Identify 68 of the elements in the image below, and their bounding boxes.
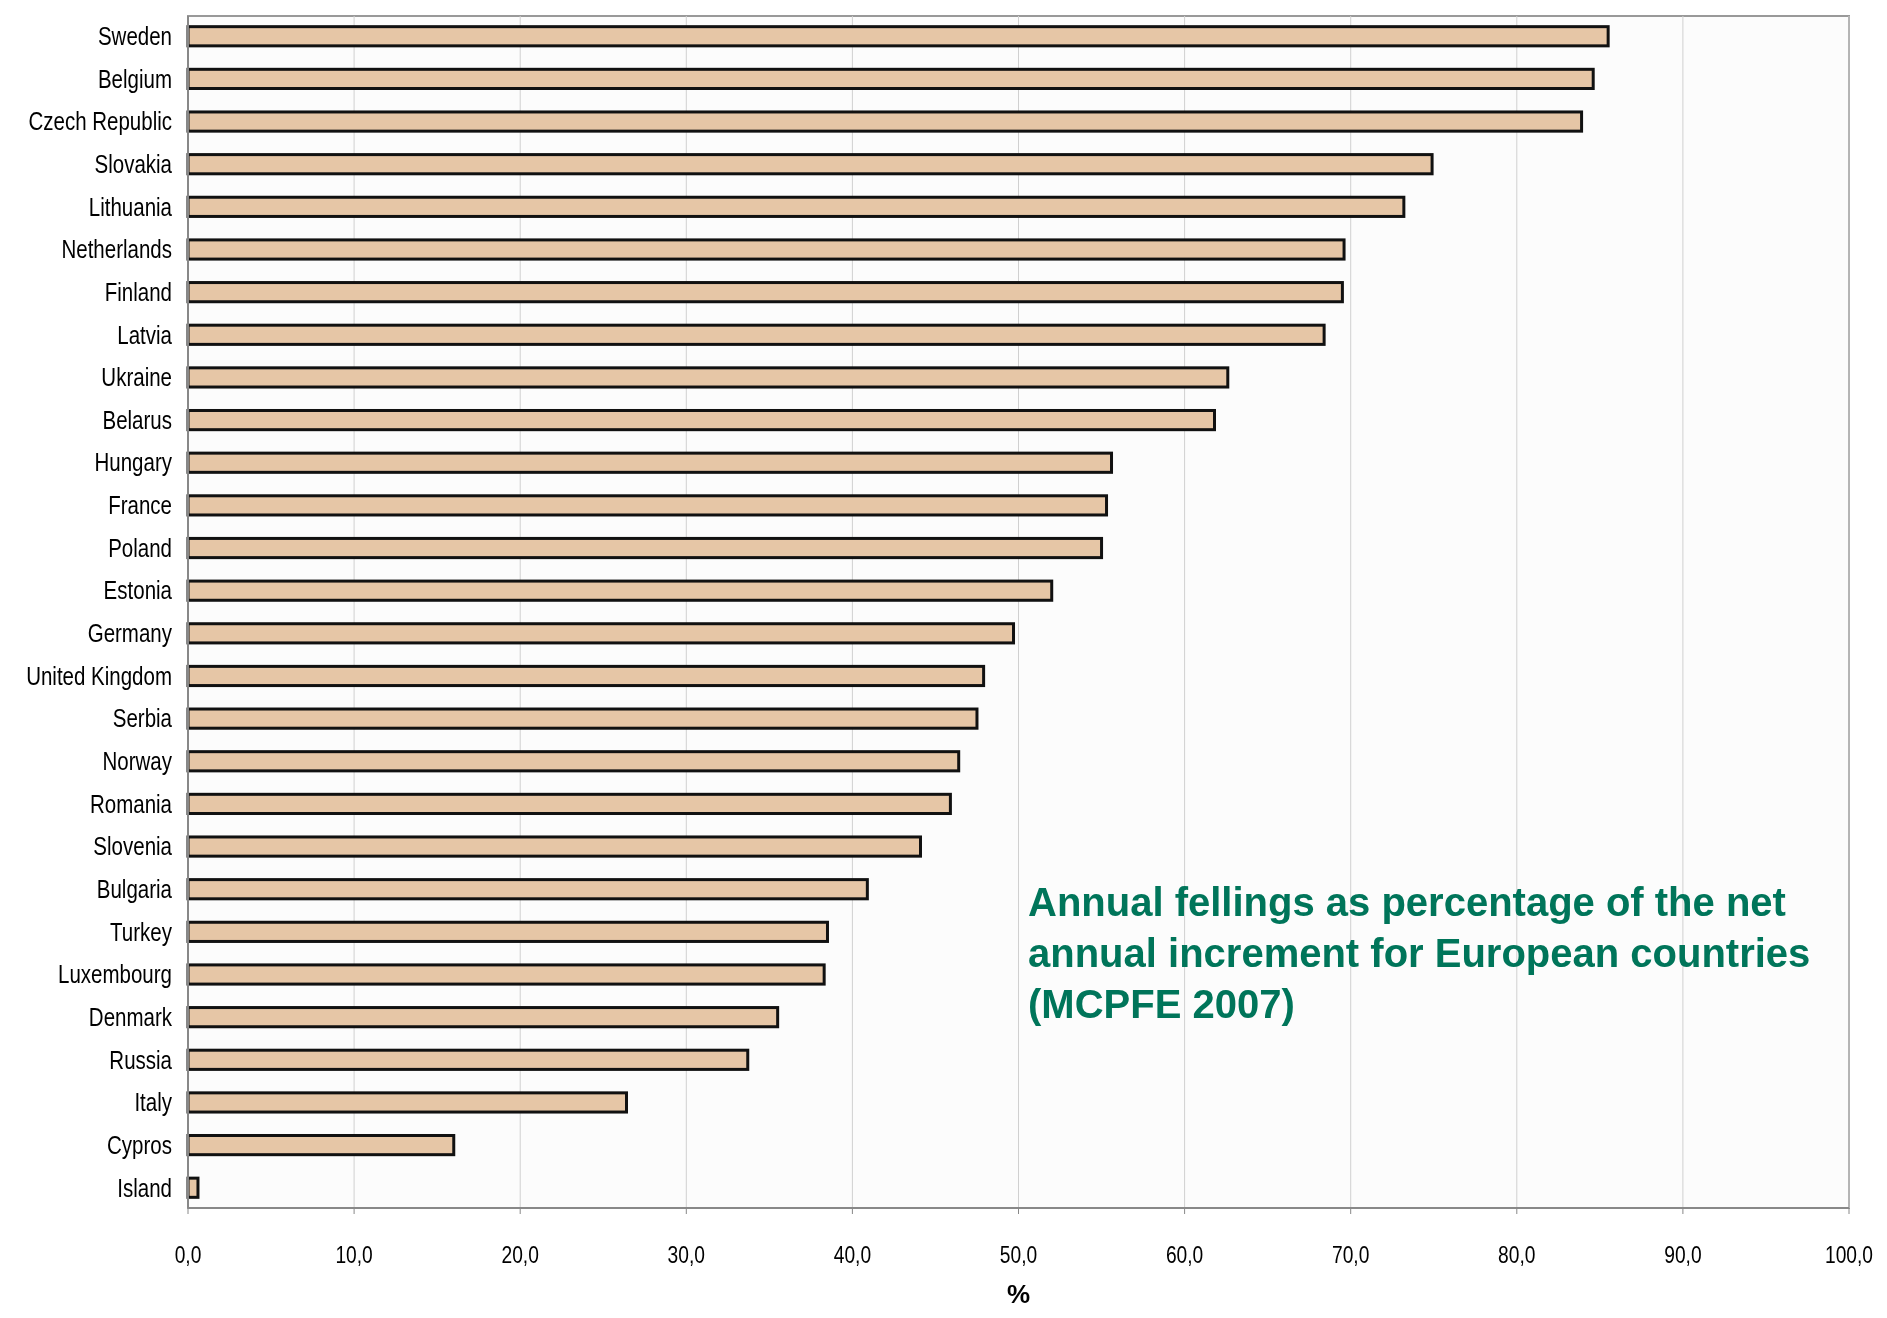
y-tick-label: United Kingdom [26,661,172,691]
bar [186,238,1346,261]
y-tick-label: France [108,491,172,520]
y-tick-label: Netherlands [61,235,172,264]
x-tick-label: 40,0 [833,1240,872,1269]
bar [186,1091,628,1114]
y-tick-label: Cypros [107,1130,172,1160]
x-tick-label: 90,0 [1664,1240,1702,1269]
bar [186,878,869,901]
y-tick-label: Sweden [97,22,172,51]
y-tick-label: Luxembourg [58,960,172,989]
bar [186,1048,750,1071]
bar [186,622,1016,645]
y-tick-label: Turkey [110,917,173,947]
bar [186,835,922,858]
x-tick-label: 60,0 [1165,1240,1204,1269]
y-tick-label: Island [117,1173,172,1202]
bar [186,750,961,773]
y-tick-label: Hungary [94,448,173,477]
x-tick-label: 80,0 [1498,1240,1536,1269]
y-tick-label: Russia [109,1045,173,1075]
bar [186,366,1230,389]
bar [186,963,826,986]
bar [186,451,1114,474]
y-tick-label: Ukraine [101,363,172,392]
y-tick-label: Bulgaria [96,874,173,904]
x-tick-label: 20,0 [501,1240,539,1269]
y-tick-label: Belarus [102,405,172,435]
x-tick-label: 100,0 [1824,1240,1874,1269]
y-tick-label: Lithuania [88,192,173,222]
bar [186,281,1344,304]
y-tick-label: Estonia [103,576,173,605]
bar [186,494,1109,517]
bar [186,536,1104,560]
y-tick-label: Slovakia [94,149,173,179]
bar [186,664,986,688]
x-axis-title: % [1006,1279,1031,1309]
bar [186,67,1595,90]
x-tick-label: 0,0 [174,1240,202,1269]
y-tick-label: Norway [102,747,173,776]
x-tick-label: 30,0 [667,1240,705,1269]
y-tick-label: Denmark [88,1002,173,1032]
bar [186,408,1216,432]
bar [186,1134,456,1157]
x-tick-label: 10,0 [335,1240,373,1269]
x-tick-label: 50,0 [999,1240,1038,1269]
y-tick-label: Czech Republic [28,107,172,136]
bar [186,579,1054,602]
y-tick-label: Slovenia [93,832,173,861]
y-tick-label: Belgium [97,64,172,94]
x-tick-label: 70,0 [1332,1240,1370,1269]
bar [186,792,952,816]
y-tick-label: Poland [108,533,172,563]
y-tick-label: Italy [134,1088,173,1117]
bar [186,920,829,943]
bar [186,25,1610,48]
y-tick-label: Latvia [117,320,173,350]
bar [186,110,1584,133]
y-tick-label: Serbia [112,704,173,733]
bar [186,1006,780,1029]
text: Annual fellings as percentage of the net annual increment for European countries (MCPFE 2007) [1028,879,1811,1026]
bar [186,707,979,730]
y-tick-label: Germany [87,619,173,648]
bar [186,323,1326,346]
y-tick-label: Romania [89,789,173,819]
bar [186,153,1434,176]
y-tick-label: Finland [104,277,172,307]
bar [186,195,1406,218]
